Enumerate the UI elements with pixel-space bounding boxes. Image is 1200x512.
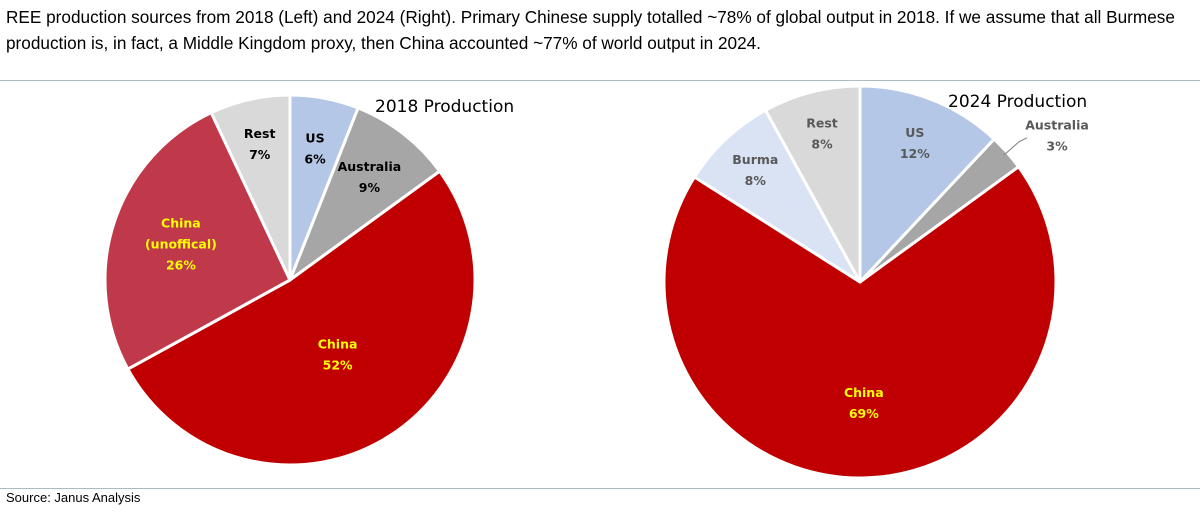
name-label-us: US (905, 125, 924, 140)
leader-line-australia (1003, 137, 1028, 156)
value-label-rest: 8% (811, 136, 833, 151)
slice-rest (209, 93, 292, 282)
value-label-us: 12% (900, 146, 930, 161)
name-label-china-unofficial: (unoffical) (145, 237, 217, 252)
name-label-australia: Australia (1025, 117, 1089, 132)
name-label-us: US (305, 131, 324, 146)
value-label-burma: 8% (745, 173, 767, 188)
name-label-china: China (318, 337, 358, 352)
slice-china (662, 165, 1058, 480)
chart-caption: REE production sources from 2018 (Left) … (6, 7, 1175, 53)
name-label-rest: Rest (244, 126, 276, 141)
pie-2024: US 12% Australia 3% China 69% Burma 8% Rest 8% 202… (662, 84, 1089, 480)
slice-china (126, 169, 477, 467)
pie-charts: US 6% Australia 9% China 52% China (unoffical) 2… (103, 84, 1089, 480)
name-label-rest: Rest (806, 115, 838, 130)
value-label-australia: 9% (359, 180, 381, 195)
chart-title-2024: 2024 Production (948, 92, 1087, 112)
bottom-divider (0, 488, 1200, 489)
value-label-china: 69% (849, 406, 879, 421)
value-label-australia: 3% (1046, 138, 1068, 153)
top-divider (0, 80, 1200, 81)
value-label-china: 52% (323, 358, 353, 373)
slice-rest (764, 84, 862, 284)
name-label-burma: Burma (732, 152, 778, 167)
value-label-rest: 7% (249, 147, 271, 162)
name-label-australia: Australia (338, 159, 402, 174)
slice-us (858, 84, 996, 284)
name-label-china-unofficial: China (161, 216, 201, 231)
slice-burma (693, 108, 862, 284)
pie-2018: US 6% Australia 9% China 52% China (unoffical) 2… (103, 93, 514, 467)
value-label-us: 6% (304, 152, 326, 167)
slice-china-unofficial (103, 111, 292, 371)
chart-title-2018: 2018 Production (375, 97, 514, 117)
source-note: Source: Janus Analysis (6, 490, 141, 505)
name-label-china: China (844, 385, 884, 400)
slice-australia (288, 106, 442, 282)
value-label-china-unofficial: 26% (166, 258, 196, 273)
